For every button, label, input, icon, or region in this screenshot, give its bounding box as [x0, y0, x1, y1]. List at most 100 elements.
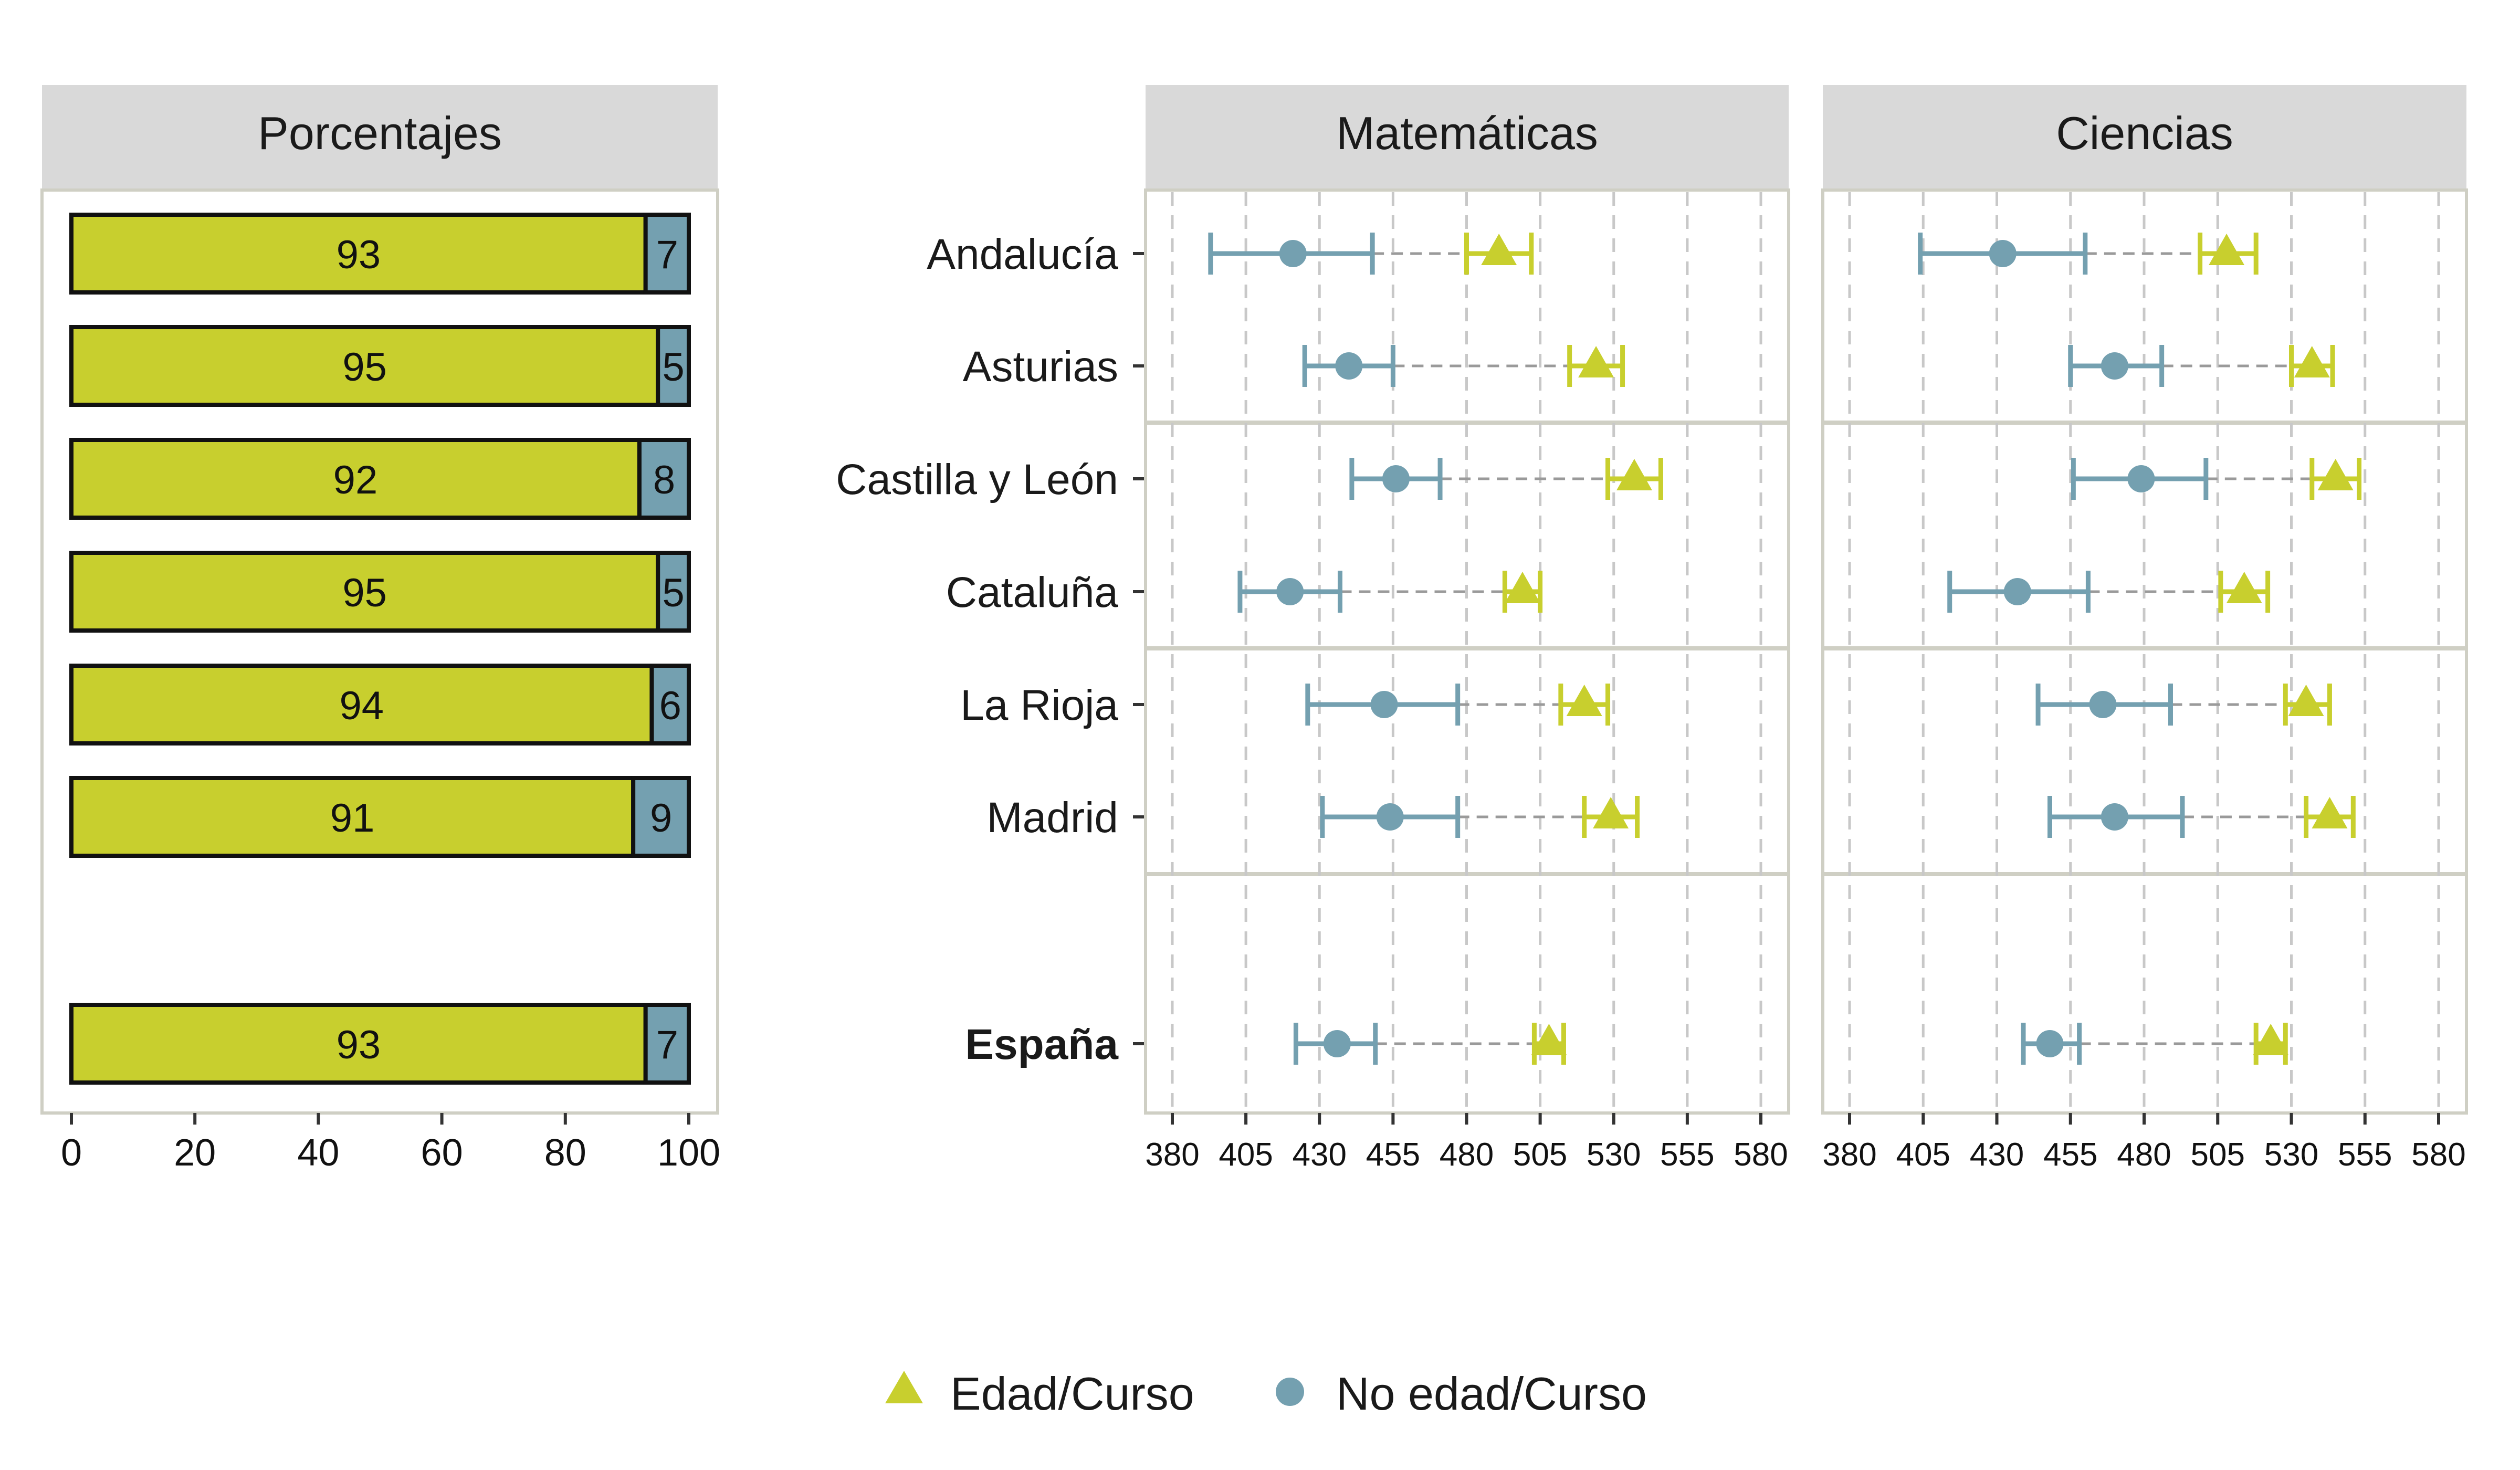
legend-triangle-icon	[885, 1371, 923, 1403]
point-no-edad-espana	[2036, 1030, 2064, 1057]
strip-title: Matemáticas	[1336, 107, 1598, 159]
category-label-madrid: Madrid	[986, 794, 1118, 842]
x-tick-label: 40	[297, 1132, 339, 1174]
bar-label-edad-asturias: 95	[342, 345, 387, 390]
point-no-edad-asturias	[1335, 352, 1363, 380]
x-tick-label: 430	[1970, 1137, 2024, 1173]
bar-no-edad-la-rioja	[649, 664, 691, 746]
x-tick-label: 100	[657, 1132, 720, 1174]
bar-label-no-edad-castilla-y-leon: 8	[653, 458, 675, 502]
legend-circle-icon	[1276, 1378, 1304, 1406]
bar-no-edad-cataluna	[656, 551, 691, 633]
point-edad-la-rioja	[1566, 685, 1602, 716]
strip-background	[1146, 85, 1789, 190]
point-edad-madrid	[1593, 797, 1629, 828]
percentages-panel: Porcentajes 93 7 95 5 92 8 95 5 94 6 91 9 93 7 0 20 40 60 8…	[40, 85, 720, 1174]
strip-background	[42, 85, 718, 190]
legend-label-edad: Edad/Curso	[950, 1368, 1194, 1420]
bar-edad-espana	[69, 1003, 648, 1085]
point-no-edad-espana	[1323, 1030, 1351, 1057]
bar-edad-la-rioja	[69, 664, 654, 746]
category-label-espana: España	[965, 1021, 1119, 1068]
bar-no-edad-castilla-y-leon	[637, 438, 691, 520]
point-no-edad-madrid	[2101, 803, 2128, 831]
x-tick-label: 580	[1734, 1137, 1788, 1173]
bar-label-edad-la-rioja: 94	[339, 684, 384, 728]
point-edad-asturias	[2294, 346, 2330, 377]
bar-edad-asturias	[69, 325, 660, 407]
point-edad-madrid	[2312, 797, 2348, 828]
x-tick-label: 455	[2043, 1137, 2097, 1173]
bar-edad-castilla-y-leon	[69, 438, 642, 520]
legend-label-no-edad: No edad/Curso	[1336, 1368, 1647, 1420]
bar-no-edad-espana	[643, 1003, 691, 1085]
category-label-cataluna: Cataluña	[946, 569, 1119, 616]
bar-label-edad-madrid: 91	[330, 796, 375, 841]
bar-label-no-edad-espana: 7	[656, 1023, 678, 1067]
bar-label-edad-cataluna: 95	[342, 571, 387, 615]
point-edad-cataluna	[2226, 572, 2262, 603]
bar-no-edad-asturias	[656, 325, 691, 407]
point-edad-la-rioja	[2288, 685, 2324, 716]
strip-title: Ciencias	[2056, 107, 2233, 159]
bar-edad-madrid	[69, 776, 636, 858]
point-no-edad-madrid	[1376, 803, 1404, 831]
bar-label-edad-andalucia: 93	[337, 233, 381, 277]
x-tick-label: 480	[2117, 1137, 2171, 1173]
bar-label-no-edad-la-rioja: 6	[659, 684, 681, 728]
point-edad-espana	[2253, 1024, 2289, 1055]
point-no-edad-andalucia	[1279, 240, 1307, 267]
bar-edad-andalucia	[69, 213, 648, 295]
x-tick-label: 405	[1896, 1137, 1950, 1173]
category-labels: Andalucía Asturias Castilla y León Cataluña…	[836, 230, 1148, 1068]
category-label-la-rioja: La Rioja	[960, 681, 1118, 729]
point-edad-cataluna	[1504, 572, 1540, 603]
mathematics-panel: Matemáticas 380 405 430 455 480 505 530 555 580	[1144, 85, 1790, 1173]
bar-label-no-edad-asturias: 5	[662, 345, 684, 390]
x-tick-label: 505	[2191, 1137, 2245, 1173]
point-no-edad-andalucia	[1989, 240, 2017, 267]
x-tick-label: 60	[421, 1132, 463, 1174]
panel-frame	[1144, 188, 1790, 1115]
category-label-asturias: Asturias	[963, 343, 1118, 391]
point-no-edad-la-rioja	[2089, 691, 2117, 718]
x-tick-label: 20	[174, 1132, 216, 1174]
bar-no-edad-madrid	[631, 776, 691, 858]
bar-label-edad-espana: 93	[337, 1023, 381, 1067]
point-edad-andalucia	[2209, 234, 2245, 265]
point-no-edad-cataluna	[1276, 578, 1304, 605]
x-tick-label: 0	[61, 1132, 82, 1174]
point-no-edad-la-rioja	[1370, 691, 1398, 718]
x-tick-label: 430	[1293, 1137, 1347, 1173]
x-tick-label: 555	[2338, 1137, 2392, 1173]
x-tick-label: 455	[1366, 1137, 1420, 1173]
strip-title: Porcentajes	[258, 107, 502, 159]
point-edad-espana	[1531, 1024, 1567, 1055]
category-label-andalucia: Andalucía	[927, 230, 1118, 278]
x-tick-label: 505	[1513, 1137, 1567, 1173]
x-tick-label: 380	[1145, 1137, 1199, 1173]
point-edad-andalucia	[1481, 234, 1517, 265]
x-tick-label: 80	[544, 1132, 586, 1174]
point-no-edad-cataluna	[2003, 578, 2031, 605]
x-tick-label: 530	[2264, 1137, 2318, 1173]
x-tick-label: 530	[1587, 1137, 1641, 1173]
bar-label-no-edad-cataluna: 5	[662, 571, 684, 615]
point-edad-castilla-y-leon	[1616, 459, 1652, 490]
point-no-edad-castilla-y-leon	[1382, 465, 1410, 492]
bar-label-no-edad-andalucia: 7	[656, 233, 678, 277]
strip-background	[1823, 85, 2466, 190]
bar-label-edad-castilla-y-leon: 92	[333, 458, 378, 502]
point-no-edad-asturias	[2101, 352, 2128, 380]
x-tick-label: 380	[1822, 1137, 1876, 1173]
bar-no-edad-andalucia	[643, 213, 691, 295]
point-edad-castilla-y-leon	[2317, 459, 2354, 490]
point-no-edad-castilla-y-leon	[2127, 465, 2155, 492]
legend: Edad/Curso No edad/Curso	[885, 1368, 1647, 1420]
sciences-panel: Ciencias 380 405 430 455 480 505 530 555 580	[1821, 85, 2468, 1173]
panel-frame	[1821, 188, 2468, 1115]
category-label-castilla-y-leon: Castilla y León	[836, 456, 1118, 503]
x-tick-label: 580	[2411, 1137, 2465, 1173]
point-edad-asturias	[1578, 346, 1614, 377]
